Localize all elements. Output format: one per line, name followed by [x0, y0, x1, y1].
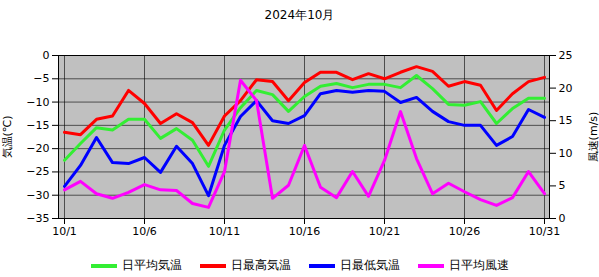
- svg-text:10/31: 10/31: [529, 225, 561, 238]
- svg-text:10/11: 10/11: [209, 225, 241, 238]
- html-text:日最低気温: 日最低気温: [339, 258, 400, 272]
- svg-text:0: 0: [43, 49, 50, 62]
- svg-text:10: 10: [559, 147, 573, 160]
- svg-text:15: 15: [559, 114, 573, 127]
- svg-text:10/16: 10/16: [289, 225, 321, 238]
- svg-text:−30: −30: [26, 189, 49, 202]
- svg-text:−5: −5: [33, 72, 49, 85]
- svg-text:20: 20: [559, 82, 573, 95]
- svg-text:10/6: 10/6: [132, 225, 157, 238]
- html-text:日平均気温: 日平均気温: [121, 258, 182, 272]
- html-text:2024年10月: 2024年10月: [264, 8, 335, 22]
- svg-text:0: 0: [559, 212, 566, 225]
- svg-text:10/26: 10/26: [449, 225, 481, 238]
- svg-text:−15: −15: [26, 119, 49, 132]
- svg-text:25: 25: [559, 49, 573, 62]
- svg-text:気温(℃): 気温(℃): [1, 116, 14, 159]
- svg-text:10/21: 10/21: [369, 225, 401, 238]
- svg-text:−35: −35: [26, 212, 49, 225]
- svg-text:−20: −20: [26, 142, 49, 155]
- html-text:日最高気温: 日最高気温: [230, 258, 291, 272]
- svg-text:−10: −10: [26, 96, 49, 109]
- svg-text:風速(m/s): 風速(m/s): [587, 112, 599, 163]
- html-text:日平均風速: 日平均風速: [448, 258, 509, 272]
- svg-text:5: 5: [559, 179, 566, 192]
- svg-text:−25: −25: [26, 165, 49, 178]
- svg-text:10/1: 10/1: [52, 225, 77, 238]
